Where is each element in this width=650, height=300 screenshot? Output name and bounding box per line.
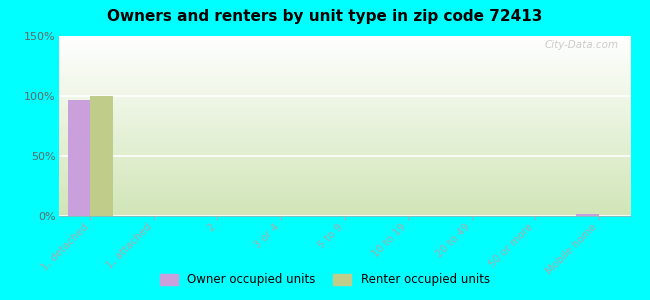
Text: City-Data.com: City-Data.com <box>545 40 619 50</box>
Bar <box>68 100 90 216</box>
Bar <box>90 96 112 216</box>
Bar <box>577 214 599 216</box>
Legend: Owner occupied units, Renter occupied units: Owner occupied units, Renter occupied un… <box>155 269 495 291</box>
Text: Owners and renters by unit type in zip code 72413: Owners and renters by unit type in zip c… <box>107 9 543 24</box>
